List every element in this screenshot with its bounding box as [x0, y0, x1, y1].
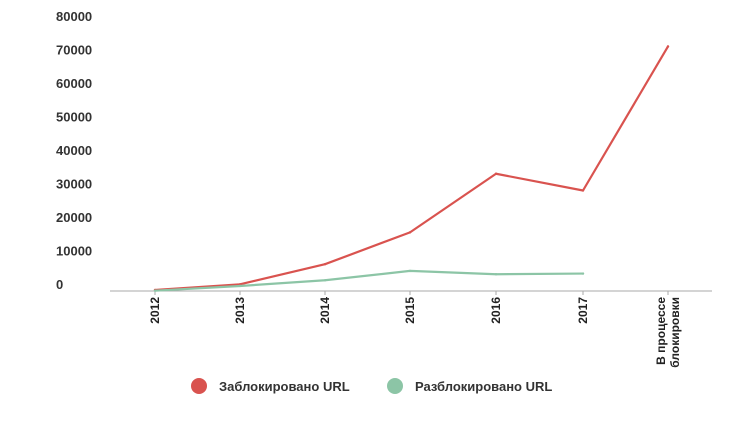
data-point: [323, 279, 327, 282]
x-tick-label-line: В процессе: [654, 297, 668, 365]
data-point: [153, 289, 157, 292]
y-tick-label: 30000: [56, 177, 92, 192]
x-tick-label: 2017: [576, 297, 590, 324]
x-tick-label: 2014: [318, 297, 332, 324]
data-point: [666, 45, 670, 48]
legend-marker: [387, 378, 403, 394]
x-tick-label: 2016: [489, 297, 503, 324]
x-tick-label: 2013: [233, 297, 247, 324]
y-tick-label: 0: [56, 277, 63, 292]
legend-label: Заблокировано URL: [219, 379, 350, 394]
data-point: [494, 273, 498, 276]
data-point: [581, 189, 585, 192]
legend-label: Разблокировано URL: [415, 379, 552, 394]
x-axis-ticks: 2012 2013 2014 2015 2016 2017 В процессеблокир…: [148, 291, 682, 368]
y-tick-label: 20000: [56, 210, 92, 225]
data-point: [408, 231, 412, 234]
series-line-2: [153, 269, 585, 292]
data-point: [408, 269, 412, 273]
series-group: [153, 45, 670, 292]
y-tick-label: 50000: [56, 110, 92, 125]
series-line-1: [153, 45, 670, 292]
y-axis-ticks: 0 10000 20000 30000 40000 50000 60000 70000 8000…: [56, 9, 92, 292]
y-tick-label: 80000: [56, 9, 92, 24]
y-tick-label: 70000: [56, 43, 92, 58]
y-tick-label: 40000: [56, 143, 92, 158]
data-point: [494, 172, 498, 175]
x-tick-label-line: блокировки: [668, 297, 682, 368]
data-point: [238, 284, 242, 288]
x-tick-label: 2015: [403, 297, 417, 324]
data-point: [323, 263, 327, 266]
x-tick-label: 2012: [148, 297, 162, 324]
y-tick-label: 60000: [56, 76, 92, 91]
legend-marker: [191, 378, 207, 394]
y-tick-label: 10000: [56, 244, 92, 259]
x-tick-label: В процессеблокировки: [654, 297, 682, 368]
data-point: [581, 272, 585, 275]
legend: Заблокировано URL Разблокировано URL: [191, 378, 552, 394]
